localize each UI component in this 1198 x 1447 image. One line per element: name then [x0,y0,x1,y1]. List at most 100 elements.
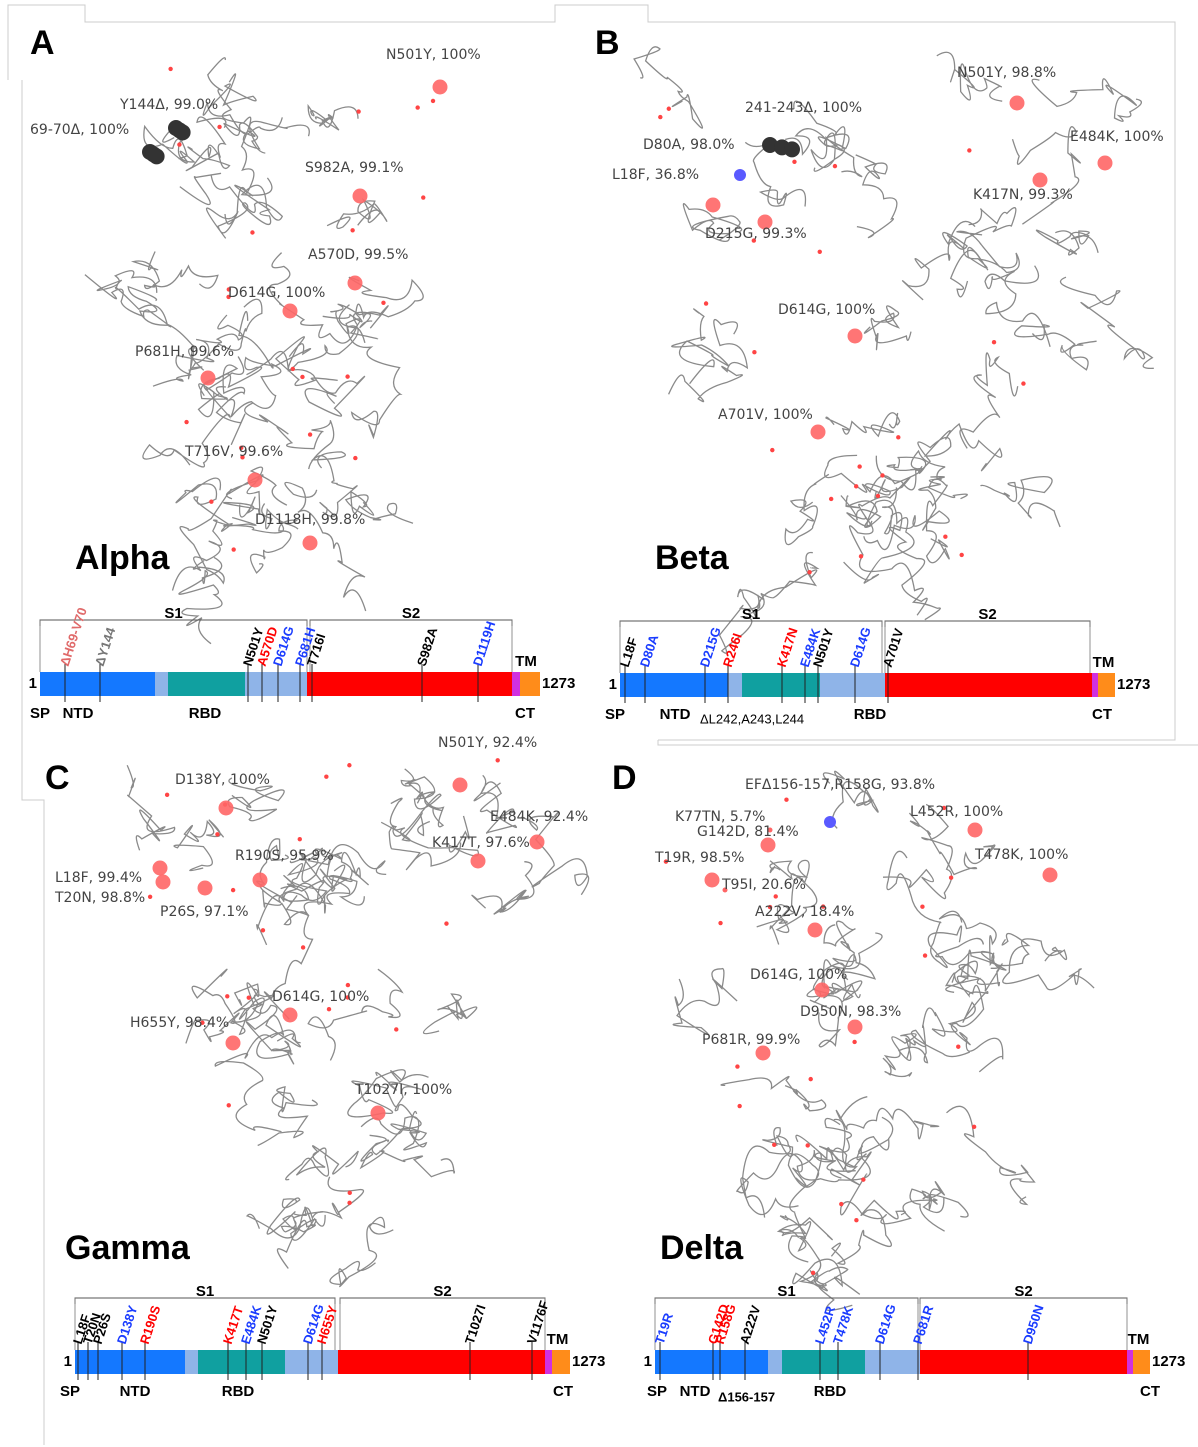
chain [822,770,879,829]
chain [741,1127,794,1218]
chain [130,251,219,290]
mutation-site [814,982,830,998]
structure-label: T716V, 99.6% [184,444,283,460]
region-label: NTD [63,705,94,722]
region-label: SP [605,706,625,723]
s2-label: S2 [1014,1283,1032,1300]
residue-dot [347,1200,352,1206]
mutation-label: A701V [880,626,907,669]
mutation-site [470,853,486,869]
residue-dot [666,106,672,111]
mutation-site [1097,155,1113,171]
mutation-site [810,424,826,440]
chain [227,777,285,822]
domain-segment [185,1350,198,1374]
chain [175,477,257,532]
residue-dot [767,904,773,910]
structure-label: EFΔ156-157,R158G, 93.8% [745,777,935,793]
residue-dot [230,887,236,893]
mutation-site [807,922,823,938]
mutation-site [218,800,234,816]
mutation-site [247,472,263,488]
chain [946,1105,1036,1206]
residue-dot [852,1039,857,1045]
structure-label: D614G, 100% [750,967,847,983]
panel: C Gamma N501Y, 92.4% D138Y, 100% E484K, 92.4… [45,735,605,1400]
structure-label: D215G, 99.3% [705,226,807,242]
chain [179,172,284,221]
residue-dot [350,228,355,233]
panel: A Alpha N501Y, 100% Y144Δ, 99.0% 69-70Δ, 100… [29,24,576,722]
chain [245,1176,365,1239]
mutation-label: T19R [652,1311,676,1346]
tm-label: TM [1093,654,1115,671]
chain [796,1116,894,1183]
residue-dot [857,464,862,469]
chain [756,860,818,934]
structure-label: R190S, 95.9% [235,848,334,864]
structure-label: K417T, 97.6% [432,835,530,851]
chain [185,968,240,1044]
domain-segment [75,1350,185,1374]
chain [925,478,968,564]
structure-label: T20N, 98.8% [54,890,145,906]
end-label: 1273 [572,1353,605,1370]
domain-segment [742,673,820,697]
chain [347,1069,429,1118]
chain [388,812,462,871]
chain [810,132,863,178]
chain [521,811,590,896]
structure-label: N501Y, 98.8% [957,65,1056,81]
chain [959,352,1019,449]
end-label: 1273 [1152,1353,1185,1370]
mutation-label: A222V [737,1303,764,1346]
panel-letter: D [612,759,637,797]
residue-dot [991,340,997,345]
domain-segment [285,1350,338,1374]
structure-label: S982A, 99.1% [305,160,404,176]
mutation-site [282,1007,298,1023]
residue-dot [875,493,881,499]
mutation-label: R246I [720,631,745,669]
residue-dot [772,1142,777,1147]
residue-dot [225,994,230,999]
mutation-site [767,827,773,833]
chain [824,454,921,496]
chain [360,1110,428,1151]
structure-label: P26S, 97.1% [160,904,249,920]
region-label: CT [1092,706,1112,723]
mutation-site [200,370,216,386]
residue-dot [300,374,305,380]
structure-label: G142D, 81.4% [697,824,799,840]
residue-dot [943,534,948,539]
chain [389,797,480,857]
residue-dot [421,195,426,200]
chain [931,949,1000,1037]
chain [344,490,414,524]
domain-segment [620,673,728,697]
chain [633,46,703,129]
start-label: 1 [64,1353,72,1370]
panel: D Delta EFΔ156-157,R158G, 93.8% L452R, 100%… [612,759,1185,1404]
structure-label: D614G, 100% [778,302,875,318]
chain [980,476,1061,528]
chain [249,503,299,574]
residue-dot [260,928,266,933]
chain [178,556,223,645]
domain-segment [1092,673,1098,697]
structure-label: D614G, 100% [272,989,369,1005]
chain [359,1134,456,1178]
residue-dot [345,982,351,988]
mutation-site [352,188,368,204]
structure-label: P681H, 99.6% [135,344,234,360]
residue-dot [752,350,757,355]
chain [96,270,205,371]
residue-dot [444,921,449,926]
region-label: NTD [660,706,691,723]
structure-label: T19R, 98.5% [654,850,744,866]
residue-dot [177,142,182,147]
residue-dot [415,105,420,110]
chain [310,451,358,518]
residue-dot [784,797,789,802]
chain [307,103,359,131]
